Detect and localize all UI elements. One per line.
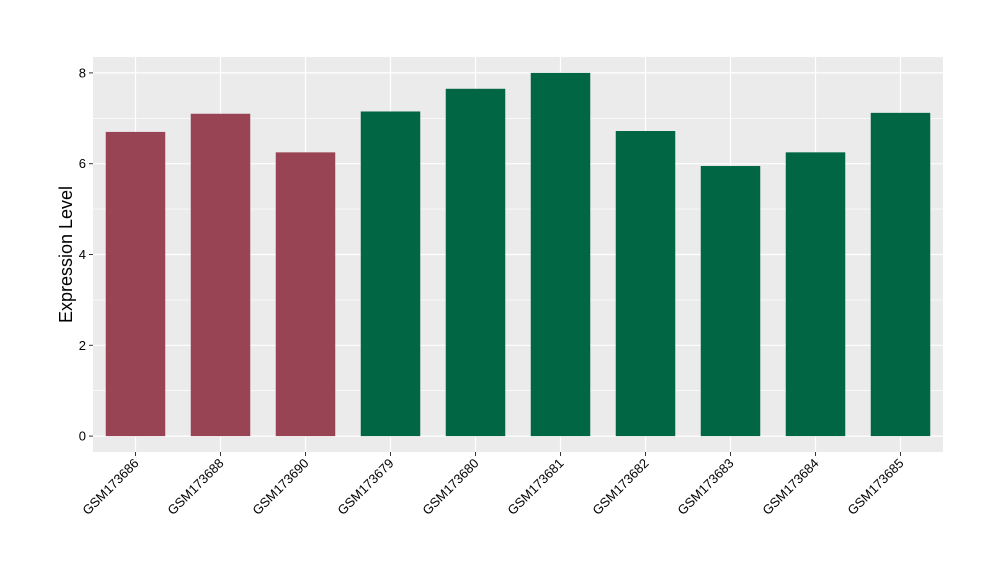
bar-GSM173685 — [870, 112, 931, 437]
y-axis-title: Expression Level — [56, 186, 76, 323]
bar-GSM173680 — [445, 88, 506, 437]
x-tick-label: GSM173682 — [589, 456, 651, 518]
bar-GSM173682 — [615, 131, 676, 437]
x-tick-label: GSM173684 — [759, 456, 821, 518]
x-tick-label: GSM173683 — [674, 456, 736, 518]
bars — [105, 72, 931, 437]
x-tick-label: GSM173686 — [79, 456, 141, 518]
y-axis: 0 2 4 6 8 — [79, 65, 93, 444]
bar-GSM173683 — [700, 165, 761, 437]
x-tick-label: GSM173690 — [249, 456, 311, 518]
y-tick-label: 2 — [79, 338, 86, 353]
bar-GSM173681 — [530, 72, 591, 437]
bar-GSM173688 — [190, 113, 251, 437]
y-tick-label: 6 — [79, 156, 86, 171]
y-tick-label: 8 — [79, 65, 86, 80]
x-tick-label: GSM173679 — [334, 456, 396, 518]
x-tick-label: GSM173685 — [844, 456, 906, 518]
y-tick-label: 0 — [79, 429, 86, 444]
bar-GSM173686 — [105, 131, 166, 437]
x-axis: GSM173686 GSM173688 GSM173690 GSM173679 GSM1… — [79, 452, 907, 518]
y-tick-label: 4 — [79, 247, 86, 262]
bar-GSM173690 — [275, 152, 336, 437]
x-tick-label: GSM173681 — [504, 456, 566, 518]
x-tick-label: GSM173688 — [164, 456, 226, 518]
bar-GSM173679 — [360, 111, 421, 437]
bar-GSM173684 — [785, 152, 846, 437]
x-tick-label: GSM173680 — [419, 456, 481, 518]
